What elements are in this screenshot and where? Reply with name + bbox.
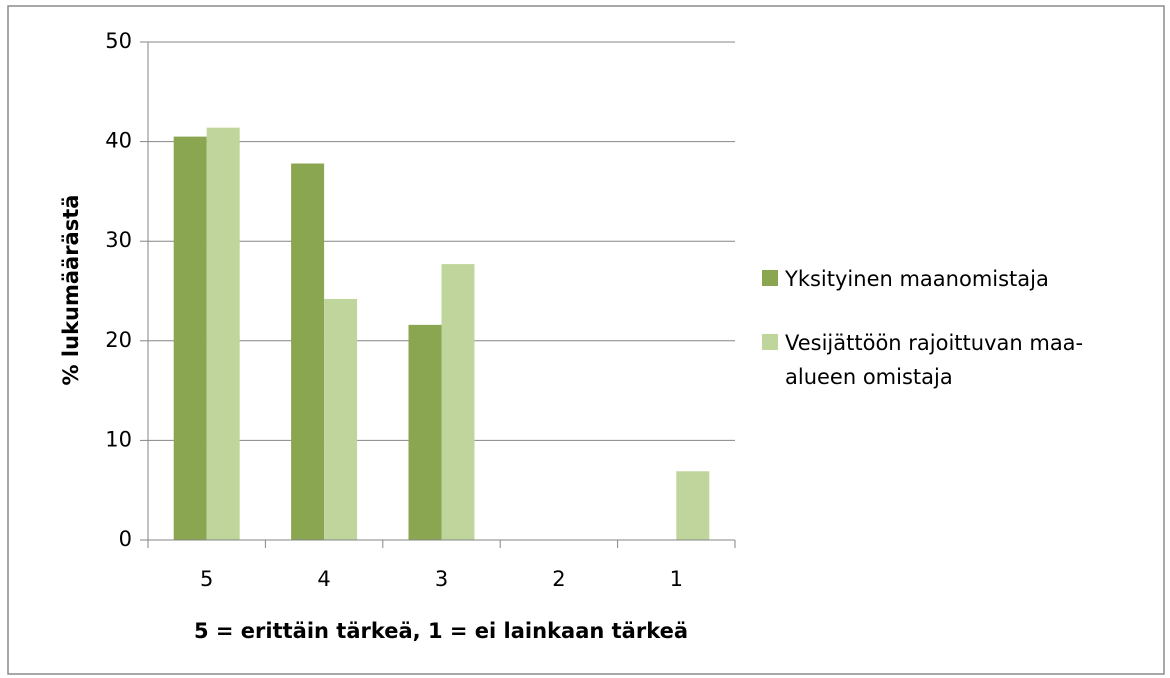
y-tick-label: 20 — [105, 328, 132, 352]
y-tick-label: 10 — [105, 427, 132, 451]
legend-swatch — [762, 334, 778, 350]
bar — [441, 264, 475, 540]
bar — [324, 298, 358, 540]
legend-label: Yksityinen maanomistaja — [785, 267, 1049, 291]
bar — [291, 163, 325, 540]
bar — [173, 136, 207, 540]
y-tick-label: 30 — [105, 228, 132, 252]
chart-border — [7, 5, 1165, 675]
bar — [676, 471, 710, 540]
legend-swatch — [762, 270, 778, 286]
y-tick-label: 40 — [105, 129, 132, 153]
y-tick-label: 0 — [119, 527, 132, 551]
y-axis-title: % lukumäärästä — [59, 195, 83, 386]
x-axis-title: 5 = erittäin tärkeä, 1 = ei lainkaan tär… — [194, 619, 688, 643]
x-tick-label: 2 — [552, 567, 565, 591]
bar — [206, 127, 240, 540]
x-tick-label: 3 — [435, 567, 448, 591]
y-tick-label: 50 — [105, 29, 132, 53]
legend-item: Vesijättöön rajoittuvan maa-alueen omist… — [762, 326, 1142, 394]
x-tick-label: 1 — [670, 567, 683, 591]
x-tick-label: 5 — [200, 567, 213, 591]
x-tick-label: 4 — [317, 567, 330, 591]
legend-label: Vesijättöön rajoittuvan maa-alueen omist… — [785, 331, 1084, 389]
legend-item: Yksityinen maanomistaja — [762, 262, 1142, 296]
legend: Yksityinen maanomistaja Vesijättöön rajoi… — [762, 262, 1142, 424]
bar — [408, 324, 442, 540]
